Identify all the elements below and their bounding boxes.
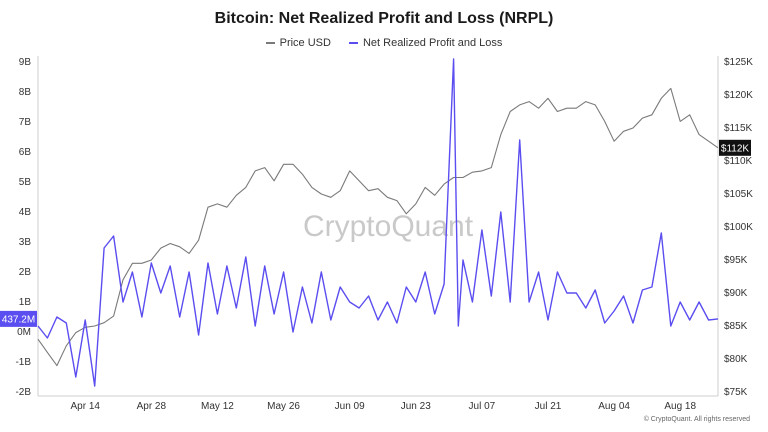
right-tick-label: $80K [724,354,748,365]
right-tick-label: $100K [724,222,753,233]
right-tick-label: $125K [724,57,753,68]
legend-swatch-nrpl [348,42,358,44]
left-tick-label: 2B [19,267,32,278]
nrpl-current-badge [0,310,37,327]
legend-item-price[interactable]: Price USD [265,37,331,49]
left-tick-label: 9B [19,57,32,68]
legend-swatch-price [265,42,275,44]
nrpl-line [37,58,719,387]
credit-text: © CryptoQuant. All rights reserved [644,415,750,423]
x-tick-label: Apr 14 [70,401,100,412]
left-tick-label: 6B [19,147,32,158]
right-tick-label: $110K [724,156,753,167]
x-tick-label: Jul 21 [535,401,562,412]
x-tick-label: Aug 18 [664,401,696,412]
left-tick-label: 3B [19,237,32,248]
price-usd-line [37,87,719,367]
left-tick-label: 1B [19,297,32,308]
price-current-badge [719,139,751,156]
legend-label-nrpl: Net Realized Profit and Loss [362,37,503,49]
left-tick-label: 8B [19,87,32,98]
watermark-text: CryptoQuant [303,210,474,243]
right-tick-label: $115K [724,123,753,134]
right-tick-label: $95K [724,255,748,266]
chart-title: Bitcoin: Net Realized Profit and Loss (N… [214,10,554,27]
x-tick-label: Jun 09 [335,401,365,412]
left-tick-label: -2B [15,387,31,398]
nrpl-current-label: 437.2M [2,314,35,325]
x-tick-label: May 12 [201,401,234,412]
right-tick-label: $105K [724,189,753,200]
x-tick-label: Apr 28 [137,401,167,412]
x-tick-label: Aug 04 [598,401,630,412]
right-tick-label: $120K [724,90,753,101]
price-current-label: $112K [721,143,750,154]
x-tick-label: May 26 [267,401,300,412]
right-tick-label: $75K [724,387,748,398]
legend-item-nrpl[interactable]: Net Realized Profit and Loss [348,37,503,49]
left-tick-label: 4B [19,207,32,218]
left-tick-label: 5B [19,177,32,188]
left-tick-label: 0M [17,327,31,338]
left-tick-label: 7B [19,117,32,128]
right-tick-label: $90K [724,288,748,299]
x-tick-label: Jun 23 [401,401,431,412]
x-tick-label: Jul 07 [469,401,496,412]
chart-legend: Price USD Net Realized Profit and Loss [0,37,768,49]
right-tick-label: $85K [724,321,748,332]
legend-label-price: Price USD [279,37,331,49]
left-tick-label: -1B [15,357,31,368]
